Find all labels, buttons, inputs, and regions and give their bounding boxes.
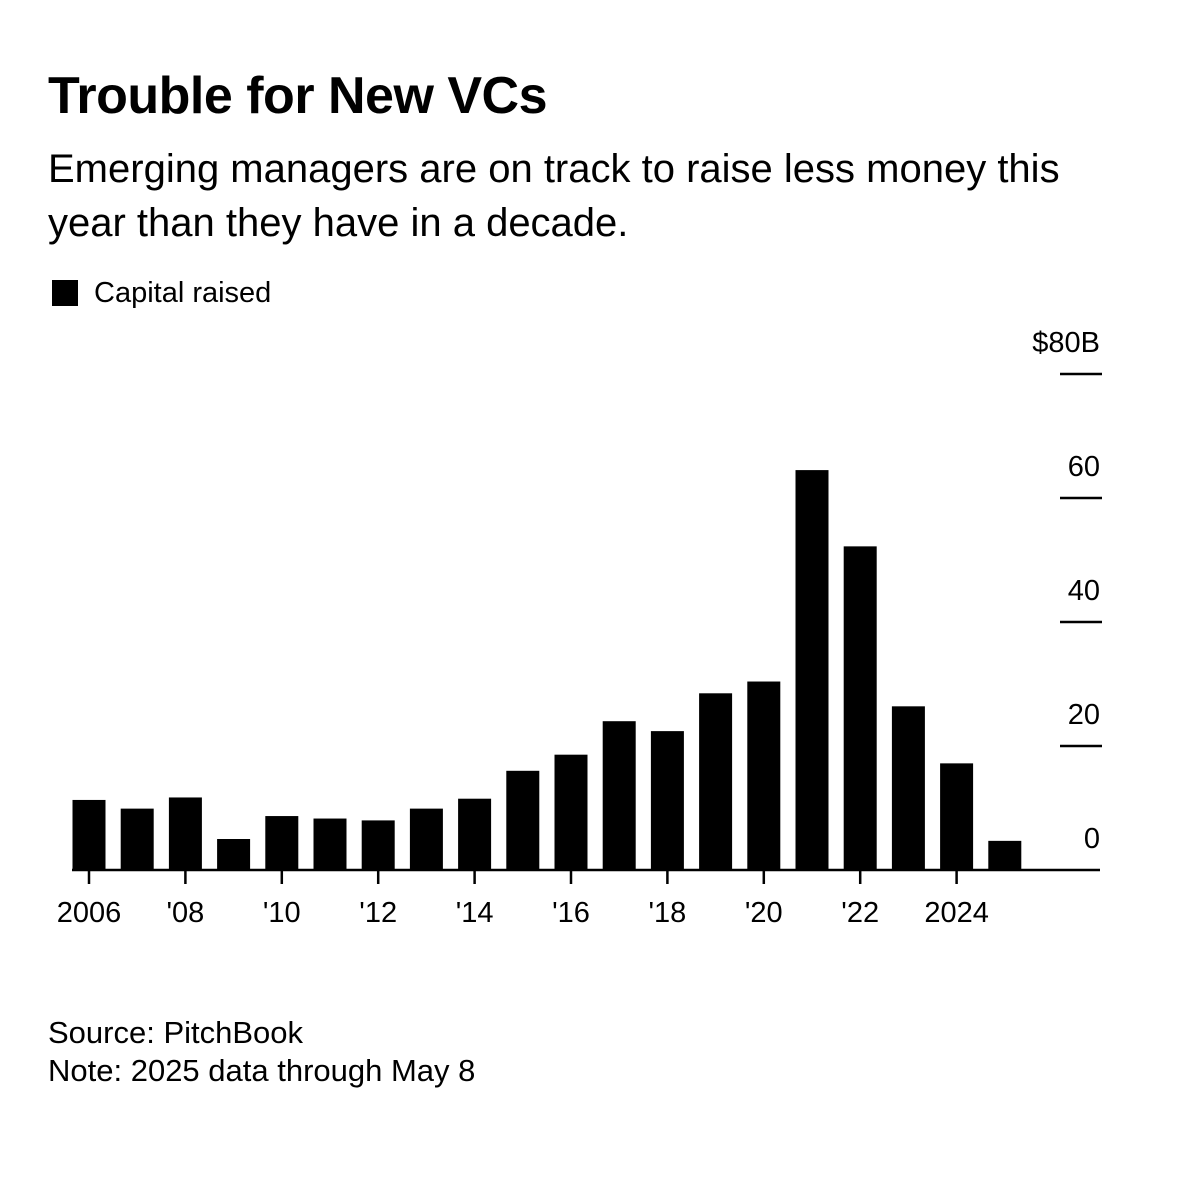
legend-label: Capital raised	[94, 276, 272, 309]
chart-subtitle: Emerging managers are on track to raise …	[48, 147, 1060, 245]
bar-2017	[602, 721, 636, 870]
bar-2019	[699, 693, 733, 870]
chart-title: Trouble for New VCs	[48, 67, 548, 125]
bar-2016	[554, 754, 588, 870]
y-tick-label: 0	[1084, 823, 1100, 855]
bar-2014	[458, 798, 492, 870]
x-tick-label: '20	[745, 897, 783, 929]
footer: Source: PitchBook Note: 2025 data throug…	[48, 1014, 475, 1090]
bar-2020	[747, 681, 781, 870]
x-tick-label: '22	[841, 897, 879, 929]
bar-2007	[120, 808, 154, 870]
legend: Capital raised	[52, 276, 271, 310]
bar-2012	[361, 820, 395, 870]
bar-2006	[72, 799, 106, 870]
x-tick-label: 2006	[57, 897, 122, 929]
x-tick-label: '14	[456, 897, 494, 929]
x-tick-label: '18	[649, 897, 687, 929]
bar-chart: 0 20 40 60 $80B 2006 '08 '10 '12 '14 '16 '18 '20 '22 2…	[57, 327, 1102, 929]
x-tick-label: '08	[167, 897, 205, 929]
source-note: Source: PitchBook	[48, 1015, 304, 1050]
bar-2013	[409, 808, 443, 870]
bar-2025	[988, 840, 1022, 870]
y-tick-label: 20	[1068, 699, 1100, 731]
bar-2022	[843, 546, 877, 870]
bar-2010	[265, 816, 299, 870]
bar-2018	[650, 731, 684, 870]
x-tick-label: '12	[359, 897, 397, 929]
bar-2021	[795, 470, 829, 870]
legend-swatch	[52, 280, 78, 306]
bar-2008	[168, 797, 202, 870]
y-tick-label: 40	[1068, 575, 1100, 607]
bar-2011	[313, 818, 347, 870]
bar-2009	[217, 839, 251, 870]
y-tick-label: 60	[1068, 451, 1100, 483]
x-tick-label: '10	[263, 897, 301, 929]
data-note: Note: 2025 data through May 8	[48, 1053, 476, 1088]
bar-2015	[506, 770, 540, 870]
bar-2023	[891, 706, 925, 870]
x-tick-label: '16	[552, 897, 590, 929]
y-tick-label: $80B	[1032, 327, 1100, 359]
x-tick-label: 2024	[924, 897, 989, 929]
bar-2024	[940, 763, 974, 870]
